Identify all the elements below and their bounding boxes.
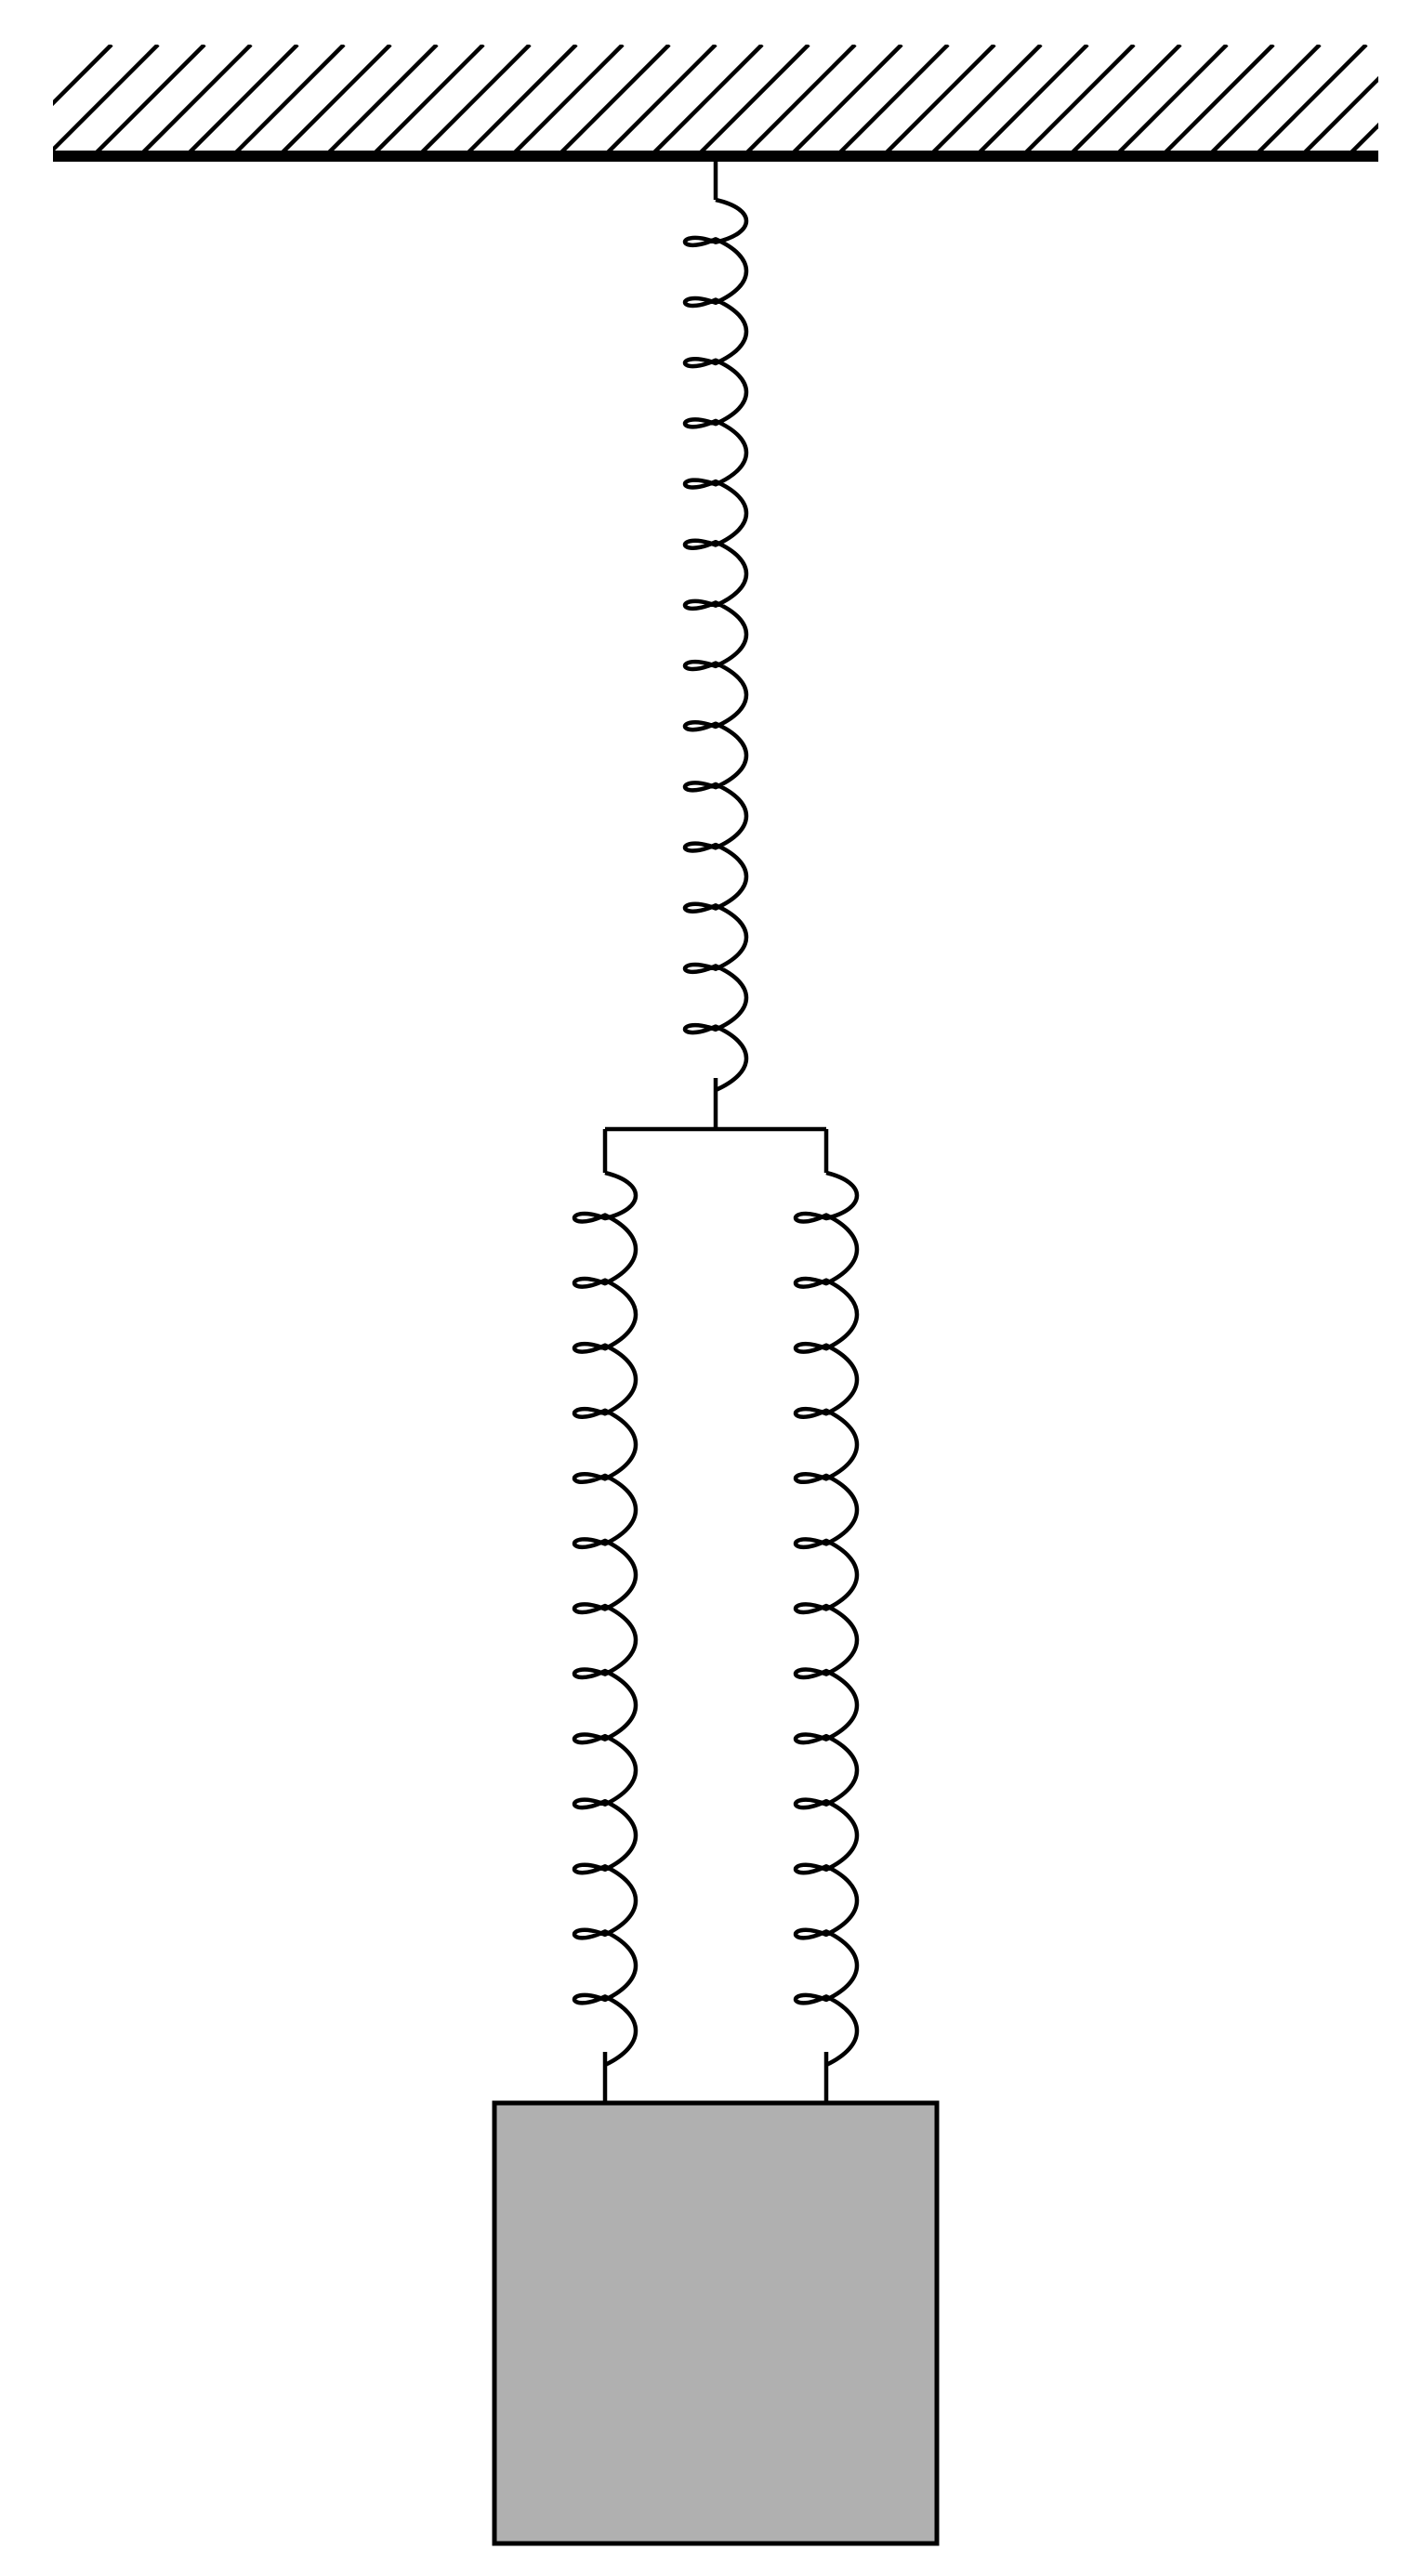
hatch-stroke [835,45,950,156]
hatch-stroke [416,45,532,156]
hatch-stroke [649,45,764,156]
hatch-stroke [138,45,253,156]
hatch-stroke [556,45,671,156]
spring-top-coil [682,197,749,1093]
hatch-stroke [695,45,810,156]
spring-top [682,156,749,1129]
hatch-stroke [230,45,346,156]
spring-bottom-left [572,1170,639,2103]
spring-bottom-right [793,1170,860,2103]
spring-bottom-right-coil [793,1170,860,2068]
hatch-stroke [742,45,857,156]
hatch-stroke [1346,122,1378,156]
hatch-stroke [881,45,996,156]
hatch-stroke [928,45,1043,156]
mass-block [492,2100,940,2546]
hatch-stroke [1206,45,1322,156]
hatch-stroke [53,45,113,107]
hatch-stroke [91,45,206,156]
hatch-stroke [1253,45,1368,156]
ceiling-hatch [53,45,1422,156]
hatch-stroke [1113,45,1229,156]
hatch-stroke [463,45,578,156]
hatch-stroke [370,45,485,156]
hatch-stroke [509,45,625,156]
spring-bottom-left-coil [572,1170,639,2068]
hatch-stroke [277,45,392,156]
hatch-stroke [1299,75,1378,156]
hatch-stroke [53,45,160,153]
hatch-stroke [974,45,1089,156]
hatch-stroke [1394,45,1422,156]
hatch-stroke [1067,45,1182,156]
ceiling-support [53,45,1422,162]
hatch-stroke [788,45,903,156]
hatch-stroke [1020,45,1136,156]
hatch-stroke [1160,45,1275,156]
hatch-stroke [323,45,439,156]
crossbar [602,1126,829,1173]
hatch-stroke [602,45,718,156]
hatch-stroke [184,45,299,156]
